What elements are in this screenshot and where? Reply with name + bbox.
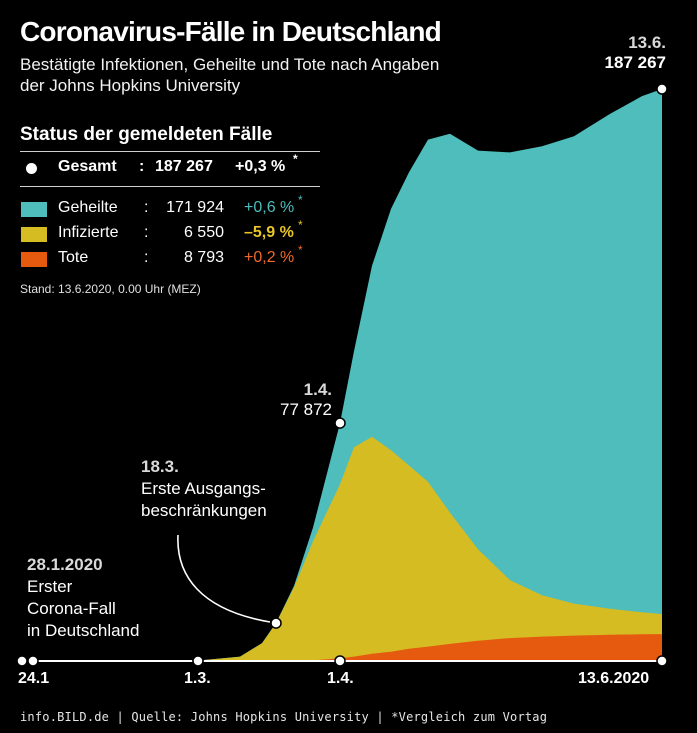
x-tick-label: 24.1 [18,670,50,687]
infizierte-value: 6 550 [183,224,224,241]
tote-value: 8 793 [183,249,224,266]
area-tote [22,634,662,661]
lockdown-line2: beschränkungen [141,501,267,520]
tote-change: +0,2 % [244,249,295,266]
x-tick-marker [192,655,204,667]
total-label: Gesamt [58,158,117,175]
x-tick-label: 1.4. [327,670,354,687]
infizierte-label: Infizierte [58,224,119,241]
first-case-line2: Corona-Fall [27,599,116,618]
first-case-date: 28.1.2020 [27,555,103,574]
infizierte-star: * [298,218,303,232]
total-sep: : [139,158,145,175]
data-marker [27,655,39,667]
area-infizierte [22,436,662,661]
total-value: 187 267 [155,158,213,175]
x-tick-label: 1.3. [184,670,211,687]
x-tick-marker [334,655,346,667]
infizierte-change: –5,9 % [244,224,294,241]
april-value: 77 872 [280,400,332,419]
lockdown-line1: Erste Ausgangs- [141,479,266,498]
data-marker [656,83,668,95]
status-timestamp: Stand: 13.6.2020, 0.00 Uhr (MEZ) [20,282,201,296]
status-divider-top [20,151,320,152]
geheilte-star: * [298,193,303,207]
first-case-line1: Erster [27,577,73,596]
infizierte-swatch [21,227,47,242]
tote-swatch [21,252,47,267]
chart-markers [16,83,668,667]
geheilte-change: +0,6 % [244,199,295,216]
april-date: 1.4. [303,380,332,399]
geheilte-swatch [21,202,47,217]
geheilte-label: Geheilte [58,199,118,216]
x-tick-label: 13.6.2020 [578,670,650,687]
infizierte-sep: : [144,224,149,241]
tote-label: Tote [58,249,89,266]
status-divider-bottom [20,186,320,187]
data-marker [16,655,28,667]
geheilte-value: 171 924 [166,199,224,216]
april-annotation: 1.4. 77 872 [262,380,332,420]
lockdown-date: 18.3. [141,457,179,476]
end-annotation: 13.6. 187 267 [605,33,666,73]
first-case-line3: in Deutschland [27,621,140,640]
total-dot-icon [26,163,37,174]
data-marker [334,417,346,429]
geheilte-sep: : [144,199,149,216]
total-star: * [293,152,298,166]
status-title: Status der gemeldeten Fälle [20,124,273,145]
end-value: 187 267 [604,53,666,72]
end-date: 13.6. [628,33,666,52]
chart-areas [22,89,662,661]
footer-source: info.BILD.de | Quelle: Johns Hopkins Uni… [20,710,548,724]
total-change: +0,3 % [235,158,286,175]
tote-sep: : [144,249,149,266]
lockdown-annotation: 18.3. Erste Ausgangs- beschränkungen [141,456,267,522]
tote-star: * [298,243,303,257]
area-geheilte [22,89,662,661]
first-case-annotation: 28.1.2020 Erster Corona-Fall in Deutschl… [27,554,139,642]
page-title: Coronavirus-Fälle in Deutschland [20,16,442,47]
page-subtitle: Bestätigte Infektionen, Geheilte und Tot… [20,55,440,95]
lockdown-arrow [177,534,271,623]
data-marker [270,617,282,629]
x-tick-marker [656,655,668,667]
